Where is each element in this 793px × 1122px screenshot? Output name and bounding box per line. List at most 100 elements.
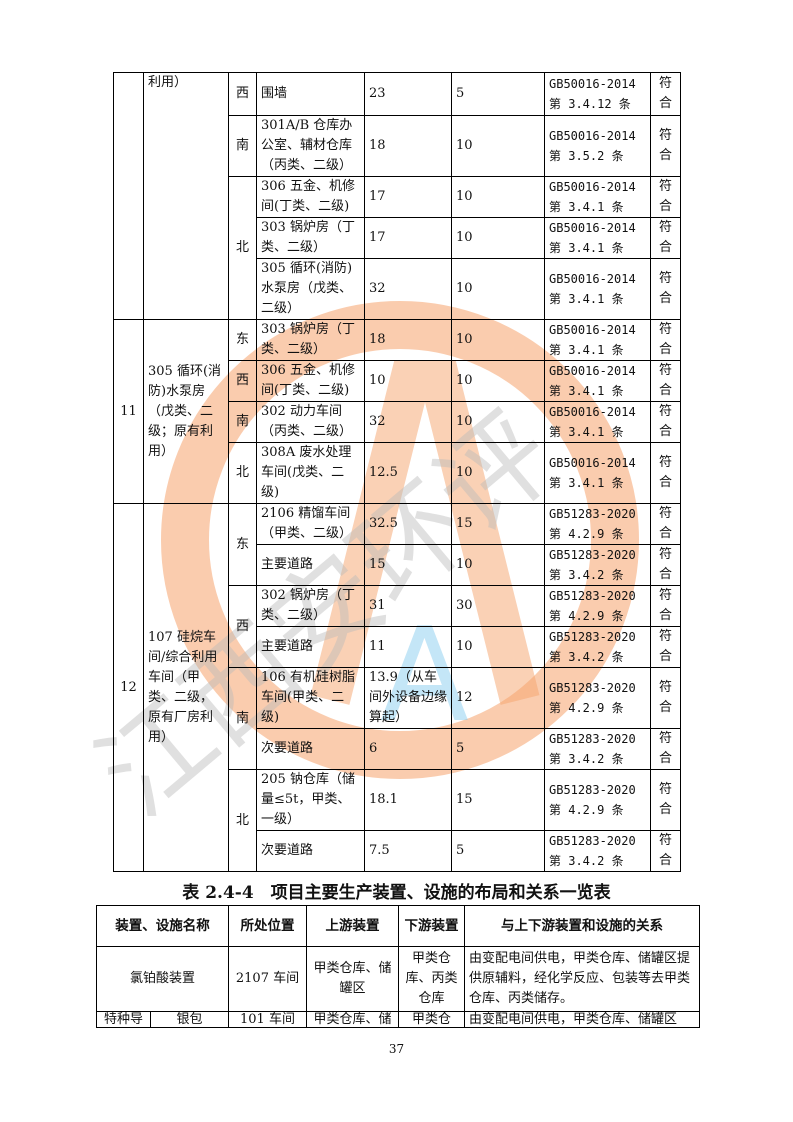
cell-direction: 北: [228, 769, 257, 872]
cell-adjacent-building: 106 有机硅树脂车间(甲类、二级): [256, 667, 365, 729]
cell-category: 特种导: [96, 1011, 151, 1028]
cell-actual-distance: 32: [364, 258, 452, 320]
table-header-row: 装置、设施名称 所处位置 上游装置 下游装置 与上下游装置和设施的关系: [96, 905, 700, 947]
cell-actual-distance: 32: [364, 401, 452, 443]
table-row: 303 锅炉房（丁类、二级） 17 10 GB50016-2014 第 3.4.1 条…: [114, 217, 681, 259]
cell-adjacent-building: 围墙: [256, 72, 365, 116]
header-name: 装置、设施名称: [96, 905, 229, 947]
cell-actual-distance: 18: [364, 319, 452, 361]
cell-upstream: 甲类仓库、储罐区: [306, 946, 399, 1012]
cell-required-distance: 15: [451, 769, 545, 831]
cell-location: 2107 车间: [228, 946, 307, 1012]
cell-result: 符合: [650, 258, 681, 320]
cell-adjacent-building: 306 五金、机修间(丁类、二级): [256, 360, 365, 402]
cell-required-distance: 5: [451, 72, 545, 116]
cell-result: 符合: [650, 544, 681, 586]
cell-required-distance: 10: [451, 217, 545, 259]
cell-downstream: 甲类仓: [398, 1011, 465, 1028]
cell-result: 符合: [650, 442, 681, 504]
cell-standard: GB50016-2014 第 3.5.2 条: [544, 115, 651, 177]
cell-actual-distance: 18.1: [364, 769, 452, 831]
cell-result: 符合: [650, 115, 681, 177]
cell-required-distance: 10: [451, 115, 545, 177]
cell-direction: 南: [228, 401, 257, 443]
cell-adjacent-building: 301A/B 仓库办公室、辅材仓库（丙类、二级）: [256, 115, 365, 177]
cell-standard: GB51283-2020 第 3.4.2 条: [544, 728, 651, 770]
cell-downstream: 甲类仓库、丙类仓库: [398, 946, 465, 1012]
cell-number: [113, 72, 144, 320]
cell-relation: 由变配电间供电，甲类仓库、储罐区提供原辅料，经化学反应、包装等去甲类仓库、丙类储…: [464, 946, 700, 1012]
cell-number: 11: [113, 319, 144, 504]
cell-adjacent-building: 302 动力车间（丙类、二级）: [256, 401, 365, 443]
cell-result: 符合: [650, 667, 681, 729]
cell-adjacent-building: 302 锅炉房（丁类、二级）: [256, 585, 365, 627]
cell-adjacent-building: 2106 精馏车间（甲类、二级）: [256, 503, 365, 545]
cell-required-distance: 5: [451, 830, 545, 872]
cell-result: 符合: [650, 72, 681, 116]
cell-adjacent-building: 308A 废水处理车间(戊类、二级): [256, 442, 365, 504]
cell-result: 符合: [650, 503, 681, 545]
cell-required-distance: 5: [451, 728, 545, 770]
cell-result: 符合: [650, 360, 681, 402]
cell-required-distance: 10: [451, 626, 545, 668]
table-row: 次要道路 7.5 5 GB51283-2020 第 3.4.2 条符合: [114, 830, 681, 872]
cell-result: 符合: [650, 728, 681, 770]
cell-standard: GB50016-2014 第 3.4.1 条: [544, 217, 651, 259]
table-row: 南 301A/B 仓库办公室、辅材仓库（丙类、二级） 18 10 GB50016-201…: [114, 115, 681, 177]
cell-actual-distance: 18: [364, 115, 452, 177]
cell-standard: GB51283-2020 第 4.2.9 条: [544, 503, 651, 545]
cell-relation: 由变配电间供电，甲类仓库、储罐区: [464, 1011, 700, 1028]
table-row: 北 205 钠仓库（储量≤5t，甲类、一级） 18.1 15 GB51283-2020 …: [114, 769, 681, 872]
cell-adjacent-building: 主要道路: [256, 544, 365, 586]
header-upstream: 上游装置: [306, 905, 399, 947]
cell-standard: GB51283-2020 第 4.2.9 条: [544, 769, 651, 831]
cell-actual-distance: 15: [364, 544, 452, 586]
cell-result: 符合: [650, 769, 681, 831]
table-row: 特种导 银包 101 车间 甲类仓库、储 甲类仓 由变配电间供电，甲类仓库、储罐…: [96, 1011, 700, 1028]
separation-distance-table: 利用）西围墙 23 5 GB50016-2014 第 3.4.12 条符合南 301A/…: [113, 72, 681, 872]
table-row: 11 305 循环(消防)水泵房（戊类、二级；原有利用）东 303 锅炉房（丁类、二…: [113, 319, 681, 504]
cell-adjacent-building: 205 钠仓库（储量≤5t，甲类、一级）: [256, 769, 365, 831]
cell-actual-distance: 17: [364, 176, 452, 218]
cell-direction: 南: [228, 115, 257, 177]
cell-direction: 东: [228, 503, 257, 586]
cell-actual-distance: 7.5: [364, 830, 452, 872]
header-relation: 与上下游装置和设施的关系: [464, 905, 700, 947]
table-caption: 表 2.4-4 项目主要生产装置、设施的布局和关系一览表: [182, 883, 611, 903]
cell-result: 符合: [650, 319, 681, 361]
cell-standard: GB51283-2020 第 3.4.2 条: [544, 544, 651, 586]
cell-standard: GB51283-2020 第 3.4.2 条: [544, 626, 651, 668]
cell-actual-distance: 31: [364, 585, 452, 627]
cell-required-distance: 10: [451, 360, 545, 402]
cell-required-distance: 12: [451, 667, 545, 729]
cell-direction: 西: [228, 585, 257, 668]
cell-adjacent-building: 主要道路: [256, 626, 365, 668]
cell-adjacent-building: 次要道路: [256, 728, 365, 770]
cell-number: 12: [113, 503, 144, 872]
cell-standard: GB50016-2014 第 3.4.1 条: [544, 360, 651, 402]
cell-direction: 北: [228, 176, 257, 320]
cell-required-distance: 10: [451, 544, 545, 586]
cell-required-distance: 30: [451, 585, 545, 627]
cell-result: 符合: [650, 176, 681, 218]
cell-standard: GB50016-2014 第 3.4.1 条: [544, 258, 651, 320]
cell-direction: 东: [228, 319, 257, 361]
cell-standard: GB51283-2020 第 4.2.9 条: [544, 667, 651, 729]
cell-direction: 西: [228, 360, 257, 402]
table-row: 北 306 五金、机修间(丁类、二级) 17 10 GB50016-2014 第 3.4…: [114, 176, 681, 320]
cell-adjacent-building: 305 循环(消防)水泵房（戊类、二级）: [256, 258, 365, 320]
table-row: 12 107 硅烷车间/综合利用车间（甲类、二级，原有厂房利用）东 2106 精馏车…: [113, 503, 681, 872]
cell-name: 氯铂酸装置: [96, 946, 229, 1012]
cell-result: 符合: [650, 830, 681, 872]
cell-location: 101 车间: [228, 1011, 307, 1028]
cell-required-distance: 10: [451, 442, 545, 504]
cell-standard: GB50016-2014 第 3.4.1 条: [544, 176, 651, 218]
cell-actual-distance: 10: [364, 360, 452, 402]
cell-actual-distance: 17: [364, 217, 452, 259]
cell-actual-distance: 11: [364, 626, 452, 668]
cell-building-name: 305 循环(消防)水泵房（戊类、二级；原有利用）: [143, 319, 229, 504]
cell-building-name: 107 硅烷车间/综合利用车间（甲类、二级，原有厂房利用）: [143, 503, 229, 872]
cell-upstream: 甲类仓库、储: [306, 1011, 399, 1028]
cell-direction: 西: [228, 72, 257, 116]
cell-result: 符合: [650, 585, 681, 627]
